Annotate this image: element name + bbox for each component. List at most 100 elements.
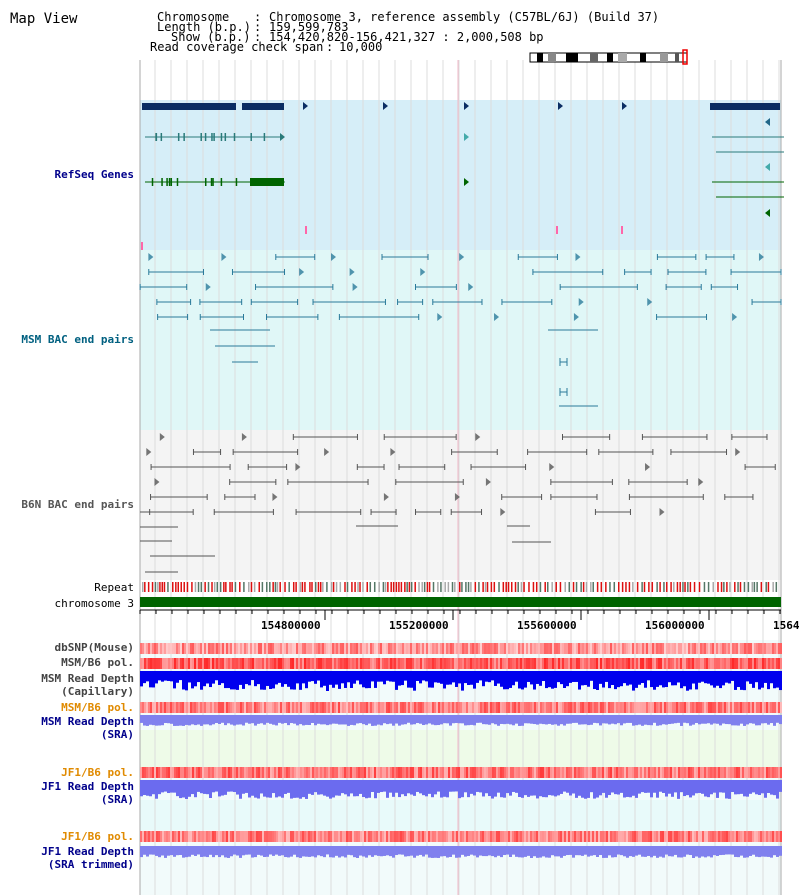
heat-cell — [682, 658, 684, 669]
heat-cell — [676, 831, 678, 842]
heat-cell — [608, 767, 610, 778]
heat-cell — [154, 658, 156, 669]
repeat-mark — [253, 582, 256, 592]
heat-cell — [184, 831, 186, 842]
heat-cell — [458, 831, 460, 842]
heat-cell — [564, 767, 566, 778]
depth-bar — [305, 715, 308, 725]
heat-cell — [368, 643, 370, 654]
depth-bar — [182, 715, 185, 726]
depth-bar — [776, 715, 779, 723]
heat-cell — [472, 767, 474, 778]
depth-bar — [707, 780, 710, 798]
depth-bar — [644, 846, 647, 857]
depth-bar — [512, 715, 515, 726]
depth-bar — [569, 671, 572, 683]
heat-cell — [330, 702, 332, 713]
depth-bar — [518, 846, 521, 858]
heat-cell — [588, 702, 590, 713]
heat-cell — [524, 702, 526, 713]
track-label-msm-pol-2[interactable]: MSM/B6 pol. — [61, 701, 134, 714]
heat-cell — [482, 702, 484, 713]
depth-bar — [644, 671, 647, 688]
track-label-repeat[interactable]: Repeat — [94, 581, 134, 594]
depth-bar — [266, 671, 269, 686]
heat-cell — [272, 767, 274, 778]
track-label-jf1-depth-sra[interactable]: JF1 Read Depth — [41, 780, 134, 793]
repeat-mark — [673, 582, 675, 592]
heat-cell — [424, 658, 426, 669]
depth-bar — [257, 715, 260, 724]
depth-bar — [554, 671, 557, 688]
heat-cell — [570, 831, 572, 842]
heat-cell — [748, 658, 750, 669]
heat-cell — [368, 831, 370, 842]
depth-bar — [140, 715, 143, 723]
repeat-mark — [625, 582, 627, 592]
heat-cell — [384, 831, 386, 842]
bac-arrow — [349, 268, 355, 276]
heat-cell — [238, 658, 240, 669]
track-label-jf1-pol[interactable]: JF1/B6 pol. — [61, 766, 134, 779]
heat-cell — [276, 643, 278, 654]
heat-cell — [200, 643, 202, 654]
depth-bar — [443, 715, 446, 724]
heat-cell — [260, 643, 262, 654]
track-label-msm-pol[interactable]: MSM/B6 pol. — [61, 656, 134, 669]
heat-cell — [594, 767, 596, 778]
track-label-dbsnp[interactable]: dbSNP(Mouse) — [54, 641, 134, 654]
heat-cell — [288, 831, 290, 842]
track-label-chromosome[interactable]: chromosome 3 — [54, 597, 134, 610]
depth-bar — [671, 715, 674, 724]
depth-bar — [170, 846, 173, 856]
heat-cell — [182, 702, 184, 713]
heat-cell — [602, 831, 604, 842]
heat-cell — [380, 702, 382, 713]
depth-bar — [476, 715, 479, 723]
track-label-msm-depth-sra[interactable]: MSM Read Depth — [41, 715, 134, 728]
heat-cell — [578, 831, 580, 842]
heat-cell — [468, 831, 470, 842]
track-label-b6n-bac[interactable]: B6N BAC end pairs — [21, 498, 134, 511]
depth-bar — [386, 671, 389, 681]
track-label-jf1-pol-2[interactable]: JF1/B6 pol. — [61, 830, 134, 843]
heat-cell — [156, 643, 158, 654]
heat-cell — [642, 658, 644, 669]
depth-bar — [263, 846, 266, 858]
heat-cell — [534, 658, 536, 669]
repeat-mark — [354, 582, 356, 592]
depth-bar — [311, 715, 314, 723]
depth-bar — [638, 846, 641, 855]
track-label-msm-bac[interactable]: MSM BAC end pairs — [21, 333, 134, 346]
depth-bar — [545, 780, 548, 798]
depth-bar — [425, 846, 428, 855]
heat-cell — [774, 658, 776, 669]
heat-cell — [444, 767, 446, 778]
heat-cell — [718, 767, 720, 778]
heat-cell — [646, 643, 648, 654]
heat-cell — [264, 658, 266, 669]
heat-cell — [652, 831, 654, 842]
heat-cell — [214, 658, 216, 669]
track-label-refseq[interactable]: RefSeq Genes — [54, 168, 134, 181]
heat-cell — [688, 702, 690, 713]
heat-cell — [544, 831, 546, 842]
heat-cell — [586, 702, 588, 713]
depth-bar — [371, 671, 374, 682]
track-label-jf1-trim[interactable]: JF1 Read Depth — [41, 845, 134, 858]
heat-cell — [616, 767, 618, 778]
exon — [183, 133, 185, 141]
track-label-msm-depth-cap[interactable]: MSM Read Depth — [41, 672, 134, 685]
heat-cell — [508, 643, 510, 654]
heat-cell — [310, 767, 312, 778]
depth-bar — [743, 780, 746, 797]
depth-bar — [605, 715, 608, 724]
heat-cell — [170, 702, 172, 713]
heat-cell — [276, 767, 278, 778]
repeat-mark — [322, 582, 324, 592]
heat-cell — [714, 831, 716, 842]
repeat-mark — [437, 582, 439, 592]
heat-cell — [770, 831, 772, 842]
heat-cell — [424, 767, 426, 778]
